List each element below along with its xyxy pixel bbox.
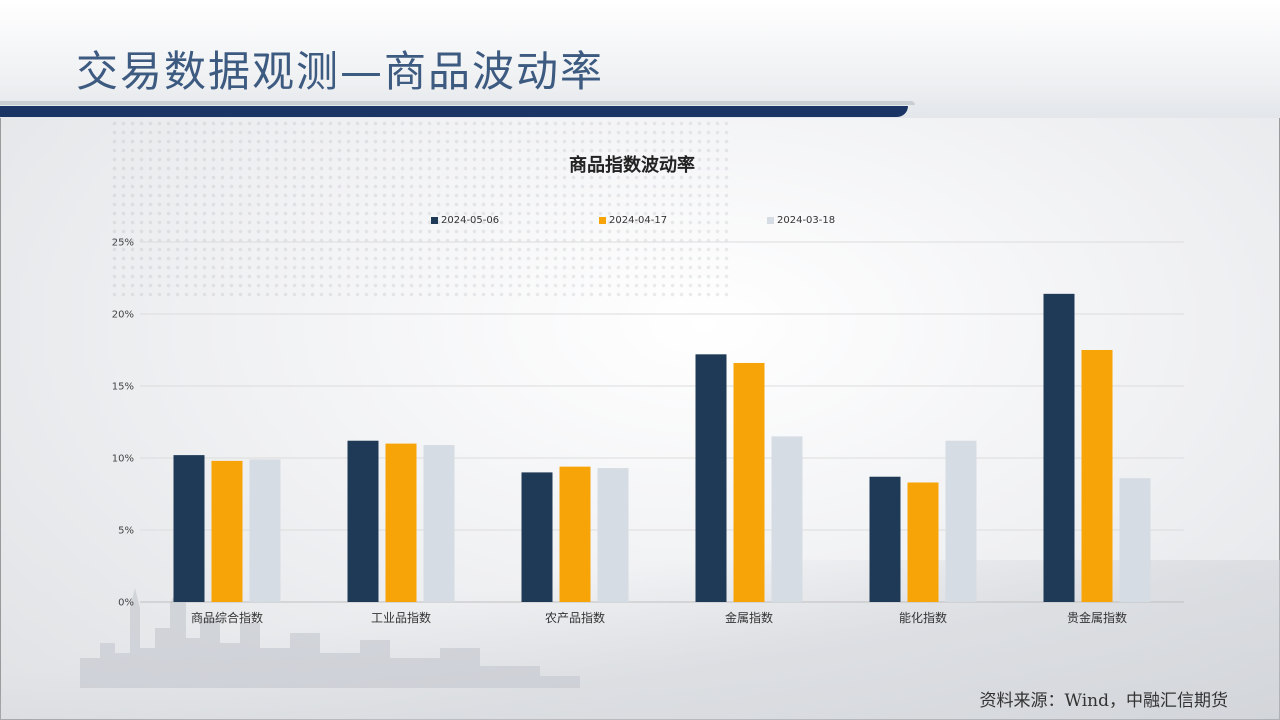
page-title: 交易数据观测—商品波动率: [76, 47, 605, 96]
bar-1: [173, 455, 205, 602]
y-tick-label: 20%: [112, 310, 134, 321]
x-tick-label: 工业品指数: [371, 610, 431, 625]
header-background: [0, 0, 1280, 118]
x-tick-label: 商品综合指数: [191, 610, 263, 625]
legend-label-series-3: 2024-03-18: [777, 215, 836, 226]
bar-3: [249, 459, 281, 602]
legend-swatch-series-2: [599, 217, 606, 224]
x-tick-label: 贵金属指数: [1067, 610, 1127, 625]
bar-2: [907, 482, 939, 602]
y-tick-label: 10%: [112, 454, 134, 465]
legend-swatch-series-3: [767, 217, 774, 224]
bar-3: [1119, 478, 1151, 602]
bar-3: [945, 440, 977, 602]
bar-1: [521, 472, 553, 602]
x-tick-label: 金属指数: [725, 610, 773, 625]
legend-item-series-3: 2024-03-18: [767, 215, 835, 226]
y-tick-label: 15%: [112, 382, 134, 393]
title-underline-light: [0, 101, 915, 105]
bar-2: [211, 460, 243, 602]
chart-title: 商品指数波动率: [569, 155, 695, 176]
bar-1: [695, 354, 727, 602]
legend-swatch-series-1: [431, 217, 438, 224]
bar-2: [733, 362, 765, 602]
legend-item-series-2: 2024-04-17: [599, 215, 667, 226]
bar-3: [771, 436, 803, 602]
y-tick-label: 5%: [118, 526, 134, 537]
y-tick-label: 0%: [118, 598, 134, 609]
legend-item-series-1: 2024-05-06: [431, 215, 499, 226]
bar-2: [1081, 350, 1113, 602]
title-underline-bar: [0, 106, 908, 117]
bar-1: [1043, 293, 1075, 602]
source-note: 资料来源：Wind，中融汇信期货: [979, 691, 1228, 711]
legend-label-series-1: 2024-05-06: [441, 215, 500, 226]
bar-1: [869, 476, 901, 602]
bar-3: [597, 468, 629, 602]
city-skyline-decoration: [80, 588, 580, 688]
x-tick-label: 能化指数: [899, 610, 947, 625]
y-tick-label: 25%: [112, 238, 134, 249]
x-tick-label: 农产品指数: [545, 610, 605, 625]
bar-2: [385, 443, 417, 602]
world-map-dots: [110, 110, 730, 300]
bar-1: [347, 440, 379, 602]
bar-3: [423, 445, 455, 602]
bar-2: [559, 466, 591, 602]
legend-label-series-2: 2024-04-17: [609, 215, 668, 226]
